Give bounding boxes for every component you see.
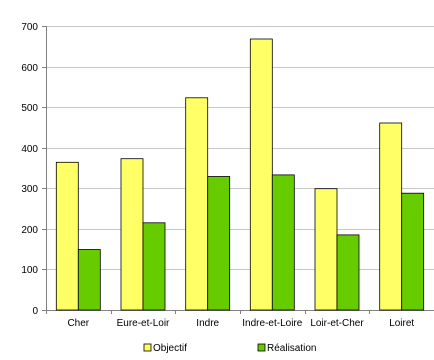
bar-objectif-1 [120,158,144,311]
y-tick-label: 200 [21,225,38,236]
legend-swatch-realisation [257,343,266,352]
y-tick-label: 600 [21,63,38,74]
y-tick-label: 0 [32,306,38,317]
bar-objectif-3 [249,38,273,311]
y-tick-label: 100 [21,265,38,276]
x-tick-label: Eure-et-Loir [117,318,170,329]
x-tick-label: Indre [196,318,219,329]
bar-objectif-2 [185,97,209,311]
x-tick-label: Cher [67,318,89,329]
legend-label-objectif: Objectif [153,343,187,354]
bar-objectif-4 [314,188,338,311]
legend-swatch-objectif [143,343,152,352]
bar-realisation-1 [142,222,166,311]
bar-realisation-5 [401,192,425,311]
bar-objectif-5 [379,122,403,311]
axes [42,26,434,314]
bars [55,38,425,311]
bar-realisation-0 [77,249,101,311]
y-tick-label: 400 [21,144,38,155]
y-tick-label: 500 [21,103,38,114]
y-tick-label: 300 [21,184,38,195]
x-tick-label: Loir-et-Cher [310,318,364,329]
x-tick-label: Indre-et-Loire [242,318,302,329]
bar-realisation-4 [336,234,360,311]
y-tick-labels: 0 100 200 300 400 500 600 700 [21,22,38,317]
bar-realisation-3 [271,174,295,311]
legend: Objectif Réalisation [143,343,316,354]
x-tick-label: Loiret [389,318,414,329]
gridlines [46,26,434,270]
x-tick-labels: Cher Eure-et-Loir Indre Indre-et-Loire Loir-… [67,318,414,329]
y-tick-label: 700 [21,22,38,33]
bar-realisation-2 [207,176,231,311]
legend-label-realisation: Réalisation [267,343,316,354]
bar-objectif-0 [55,161,79,311]
